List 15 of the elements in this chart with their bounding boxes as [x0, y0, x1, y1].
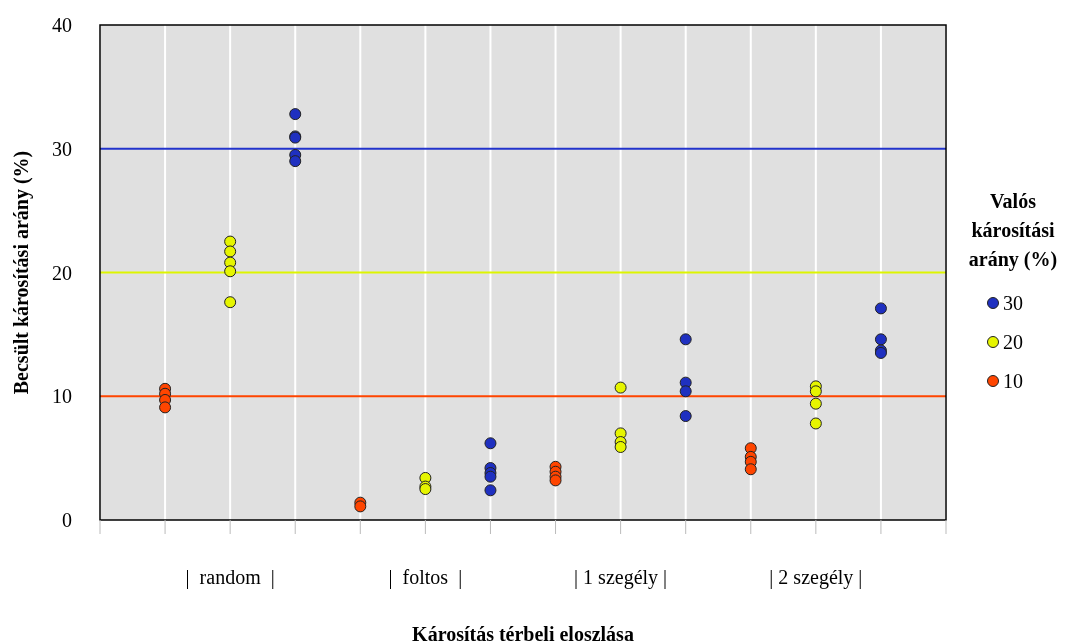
legend-label: 20	[1003, 331, 1023, 353]
x-tick-label: | 2 szegély |	[769, 566, 863, 589]
y-tick-label: 20	[52, 261, 72, 284]
y-tick-label: 30	[52, 137, 72, 160]
legend-title: Valós károsítási arány (%)	[968, 190, 1058, 271]
y-tick-label: 40	[52, 14, 72, 36]
x-tick-label: | random |	[185, 566, 275, 589]
x-tick-label: | 1 szegély |	[574, 566, 668, 589]
legend-label: 30	[1003, 292, 1023, 314]
y-tick-label: 0	[62, 509, 72, 531]
y-axis-title: Becsült károsítási arány (%)	[10, 150, 33, 395]
x-axis-title: Károsítás térbeli eloszlása	[412, 623, 634, 643]
x-tick-label: | foltos |	[388, 566, 463, 589]
legend-label: 10	[1003, 370, 1023, 392]
y-tick-label: 10	[52, 385, 72, 408]
